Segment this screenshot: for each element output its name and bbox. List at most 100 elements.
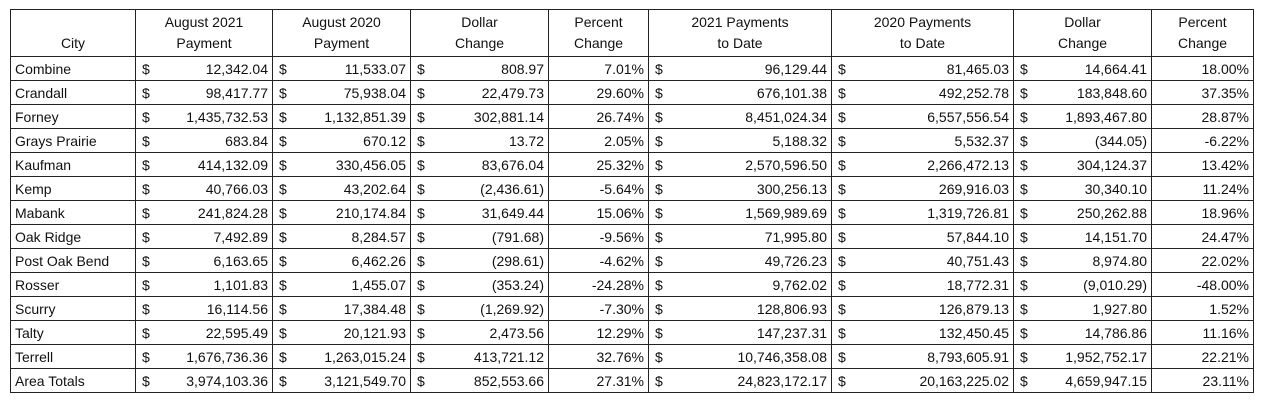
cell-value: 31,649.44 — [481, 204, 544, 221]
cell-ytd2020: $2,266,472.13 — [831, 152, 1014, 177]
cell-aug2021: $22,595.49 — [135, 320, 273, 345]
currency-symbol: $ — [655, 324, 663, 341]
cell-ytd2021: $147,237.31 — [648, 320, 832, 345]
cell-ytd-pct-change: 22.21% — [1151, 344, 1254, 369]
table-row: Scurry $16,114.56 $17,384.48 $ (1,269.92) -7.… — [10, 296, 1254, 321]
cell-pct-change: 7.01% — [548, 56, 649, 81]
cell-ytd2020: $492,252.78 — [831, 80, 1014, 105]
cell-pct-change: 12.29% — [548, 320, 649, 345]
cell-aug2020: $11,533.07 — [272, 56, 411, 81]
column-header-line1: 2021 Payments — [691, 14, 789, 30]
table-row: Kaufman $414,132.09 $330,456.05 $83,676.04 2… — [10, 152, 1254, 177]
table-row: Mabank $241,824.28 $210,174.84 $31,649.44 15… — [10, 200, 1254, 225]
cell-ytd2021: $9,762.02 — [648, 272, 832, 297]
column-header-line1: 2020 Payments — [873, 14, 972, 30]
cell-value: 3,974,103.36 — [186, 372, 268, 389]
cell-ytd-pct-change: -6.22% — [1151, 128, 1254, 153]
column-header-pct-change: Percent Change — [548, 9, 649, 57]
currency-symbol: $ — [655, 156, 663, 173]
cell-ytd2020: $57,844.10 — [831, 224, 1014, 249]
cell-ytd2021: $300,256.13 — [648, 176, 832, 201]
currency-symbol: $ — [838, 348, 846, 365]
currency-symbol: $ — [279, 324, 287, 341]
currency-symbol: $ — [417, 204, 425, 221]
cell-value: 40,751.43 — [946, 252, 1009, 269]
cell-dollar-change: $83,676.04 — [410, 152, 549, 177]
currency-symbol: $ — [655, 372, 663, 389]
currency-symbol: $ — [417, 252, 425, 269]
cell-value: 1,263,015.24 — [324, 348, 406, 365]
cell-dollar-change: $31,649.44 — [410, 200, 549, 225]
cell-value: 8,974.80 — [1092, 252, 1148, 269]
cell-ytd-dollar-change: $304,124.37 — [1013, 152, 1152, 177]
currency-symbol: $ — [279, 348, 287, 365]
currency-symbol: $ — [1020, 204, 1028, 221]
cell-value: 1,319,726.81 — [927, 204, 1009, 221]
table-row: Grays Prairie $683.84 $670.12 $13.72 2.05% $5… — [10, 128, 1254, 153]
cell-aug2021: $414,132.09 — [135, 152, 273, 177]
cell-ytd-dollar-change: $4,659,947.15 — [1013, 368, 1152, 393]
currency-symbol: $ — [142, 156, 150, 173]
cell-pct-change: 27.31% — [548, 368, 649, 393]
currency-symbol: $ — [417, 372, 425, 389]
cell-ytd-dollar-change: $14,786.86 — [1013, 320, 1152, 345]
cell-aug2020: $20,121.93 — [272, 320, 411, 345]
currency-symbol: $ — [1020, 348, 1028, 365]
cell-dollar-change: $ (1,269.92) — [410, 296, 549, 321]
cell-ytd2021: $10,746,358.08 — [648, 344, 832, 369]
cell-aug2021: $683.84 — [135, 128, 273, 153]
currency-symbol: $ — [838, 108, 846, 125]
cell-value: 18,772.31 — [946, 276, 1009, 293]
column-header-line2: Payment — [176, 35, 232, 51]
cell-ytd2021: $676,101.38 — [648, 80, 832, 105]
cell-aug2020: $43,202.64 — [272, 176, 411, 201]
cell-value: 22,595.49 — [205, 324, 268, 341]
cell-dollar-change: $413,721.12 — [410, 344, 549, 369]
currency-symbol: $ — [142, 204, 150, 221]
cell-value: 1,132,851.39 — [324, 108, 406, 125]
cell-pct-change: -24.28% — [548, 272, 649, 297]
column-header-ytd-pct-change: Percent Change — [1151, 9, 1254, 57]
column-header-line2: Payment — [313, 35, 370, 51]
currency-symbol: $ — [655, 276, 663, 293]
cell-ytd2020: $20,163,225.02 — [831, 368, 1014, 393]
cell-ytd2021: $24,823,172.17 — [648, 368, 832, 393]
currency-symbol: $ — [838, 156, 846, 173]
currency-symbol: $ — [142, 300, 150, 317]
cell-value: 683.84 — [225, 132, 268, 149]
cell-pct-change: 29.60% — [548, 80, 649, 105]
cell-value: 98,417.77 — [205, 84, 268, 101]
cell-value: 1,569,989.69 — [745, 204, 827, 221]
cell-ytd-dollar-change: $1,927.80 — [1013, 296, 1152, 321]
cell-aug2021: $12,342.04 — [135, 56, 273, 81]
cell-value: 670.12 — [363, 132, 406, 149]
cell-dollar-change: $ (791.68) — [410, 224, 549, 249]
currency-symbol: $ — [142, 372, 150, 389]
cell-ytd2020: $5,532.37 — [831, 128, 1014, 153]
column-header-line1 — [12, 12, 135, 33]
cell-ytd-dollar-change: $8,974.80 — [1013, 248, 1152, 273]
currency-symbol: $ — [838, 324, 846, 341]
cell-value: 12,342.04 — [205, 60, 268, 77]
cell-aug2021: $3,974,103.36 — [135, 368, 273, 393]
currency-symbol: $ — [655, 132, 663, 149]
cell-pct-change: 26.74% — [548, 104, 649, 129]
cell-value: 4,659,947.15 — [1065, 372, 1147, 389]
cell-pct-change: -7.30% — [548, 296, 649, 321]
cell-ytd-dollar-change: $1,893,467.80 — [1013, 104, 1152, 129]
cell-aug2020: $670.12 — [272, 128, 411, 153]
currency-symbol: $ — [838, 84, 846, 101]
cell-ytd-pct-change: 18.00% — [1151, 56, 1254, 81]
cell-value: 30,340.10 — [1084, 180, 1147, 197]
cell-value: 1,676,736.36 — [186, 348, 268, 365]
cell-value: 43,202.64 — [343, 180, 406, 197]
column-header-line2: Change — [1177, 35, 1228, 51]
cell-ytd2020: $18,772.31 — [831, 272, 1014, 297]
column-header-line1: Percent — [574, 14, 623, 30]
cell-value: 852,553.66 — [473, 372, 544, 389]
cell-value: 8,793,605.91 — [927, 348, 1009, 365]
cell-value: 49,726.23 — [764, 252, 827, 269]
cell-value: 71,995.80 — [764, 228, 827, 245]
cell-ytd2020: $8,793,605.91 — [831, 344, 1014, 369]
city-cell: Forney — [10, 104, 136, 129]
